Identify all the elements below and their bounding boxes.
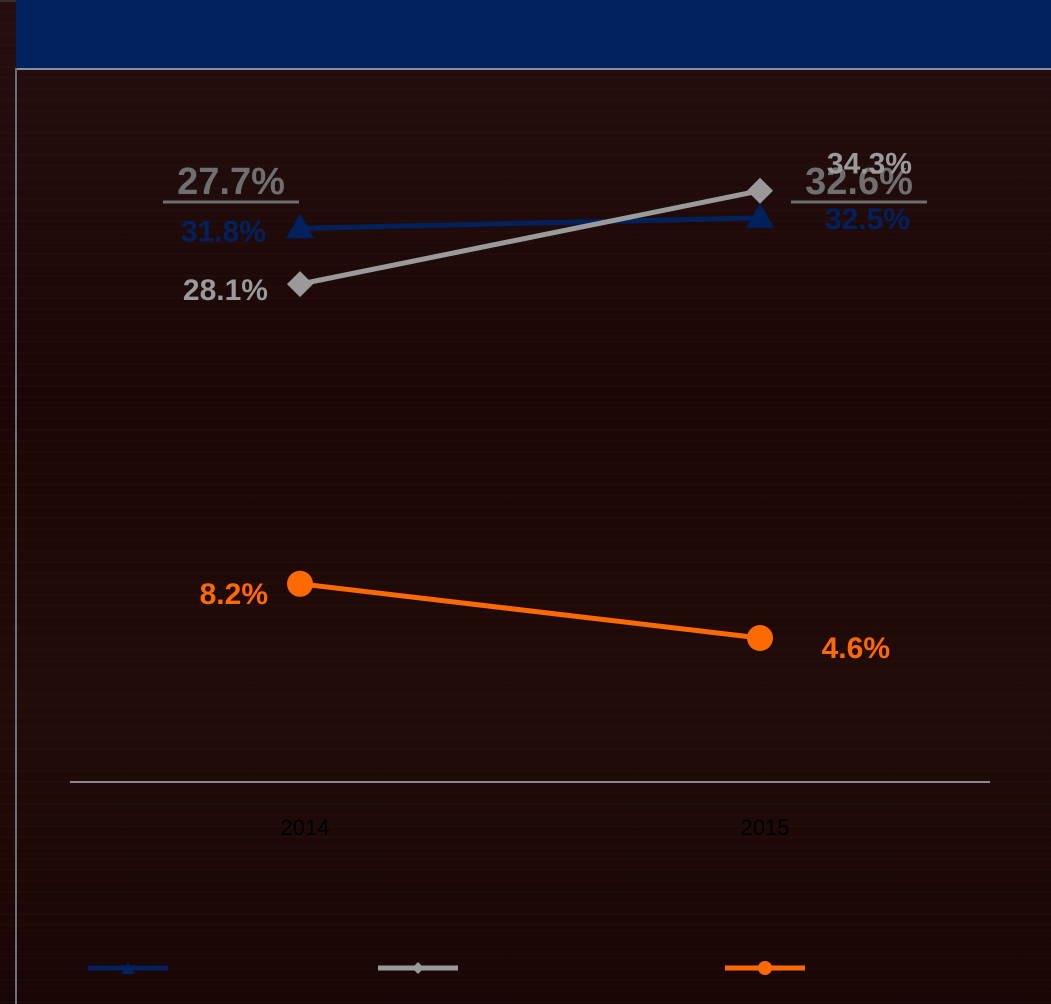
data-label: 34.3%	[827, 148, 912, 181]
series-line	[299, 581, 761, 641]
circle-marker	[747, 625, 773, 652]
circle-marker	[287, 570, 313, 597]
data-label: 28.1%	[183, 274, 268, 307]
data-label: 32.5%	[825, 203, 910, 236]
series-1: 31.8% 32.5%	[181, 202, 910, 248]
title-bar	[16, 0, 1051, 70]
data-label: 8.2%	[200, 578, 268, 611]
category-total-label: 27.7%	[177, 161, 285, 203]
category-total-label: 32.6%	[805, 161, 913, 203]
triangle-marker	[746, 202, 774, 228]
diamond-marker	[747, 177, 773, 204]
left-border	[15, 68, 17, 1004]
x-tick-label: 2014	[281, 815, 330, 840]
series-line	[299, 215, 761, 231]
diamond-marker	[287, 271, 313, 298]
series-3: 8.2% 4.6%	[200, 570, 890, 665]
series-2: 28.1% 34.3%	[183, 148, 912, 307]
data-label: 31.8%	[181, 215, 266, 248]
triangle-marker	[286, 213, 314, 239]
legend-entry-1	[88, 962, 168, 974]
data-label: 4.6%	[822, 632, 890, 665]
legend-entry-3	[725, 961, 805, 975]
x-tick-label: 2015	[741, 815, 790, 840]
legend-circle-marker	[758, 961, 772, 975]
series-line	[299, 188, 761, 287]
legend-diamond-marker	[412, 962, 424, 974]
legend-entry-2	[378, 962, 458, 974]
legend-triangle-marker	[121, 962, 135, 974]
